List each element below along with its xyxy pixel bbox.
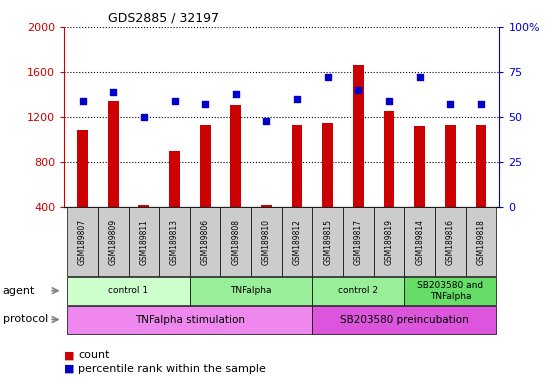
Bar [138, 205, 149, 253]
Text: GSM189807: GSM189807 [78, 219, 87, 265]
FancyBboxPatch shape [312, 277, 405, 305]
Bar [261, 205, 272, 253]
Text: GSM189816: GSM189816 [446, 219, 455, 265]
Text: TNFalpha: TNFalpha [230, 286, 272, 295]
Text: ■: ■ [64, 364, 75, 374]
Text: percentile rank within the sample: percentile rank within the sample [78, 364, 266, 374]
Text: SB203580 preincubation: SB203580 preincubation [340, 314, 469, 325]
Point [384, 98, 393, 104]
Bar [323, 123, 333, 253]
Text: GSM189819: GSM189819 [384, 219, 393, 265]
Bar [445, 125, 456, 253]
Bar [230, 105, 241, 253]
Text: GDS2885 / 32197: GDS2885 / 32197 [108, 11, 219, 24]
Text: control 2: control 2 [338, 286, 378, 295]
Text: TNFalpha stimulation: TNFalpha stimulation [135, 314, 245, 325]
FancyBboxPatch shape [128, 207, 159, 276]
Bar [475, 125, 487, 253]
Point [232, 91, 240, 97]
Text: count: count [78, 350, 109, 360]
FancyBboxPatch shape [282, 207, 312, 276]
Text: GSM189811: GSM189811 [140, 219, 148, 265]
FancyBboxPatch shape [220, 207, 251, 276]
Point [262, 118, 271, 124]
Point [109, 89, 118, 95]
FancyBboxPatch shape [312, 306, 497, 333]
Bar [353, 65, 364, 253]
Text: protocol: protocol [3, 314, 48, 324]
Text: control 1: control 1 [108, 286, 148, 295]
Bar [108, 101, 118, 253]
Bar [200, 125, 210, 253]
Text: GSM189812: GSM189812 [292, 219, 302, 265]
Text: GSM189810: GSM189810 [262, 219, 271, 265]
Text: GSM189808: GSM189808 [232, 219, 240, 265]
FancyBboxPatch shape [251, 207, 282, 276]
Bar [415, 126, 425, 253]
FancyBboxPatch shape [67, 207, 98, 276]
FancyBboxPatch shape [374, 207, 405, 276]
Point [78, 98, 87, 104]
Text: GSM189818: GSM189818 [477, 219, 485, 265]
FancyBboxPatch shape [343, 207, 374, 276]
Point [446, 101, 455, 108]
Point [354, 87, 363, 93]
Text: GSM189817: GSM189817 [354, 219, 363, 265]
FancyBboxPatch shape [435, 207, 466, 276]
Point [323, 74, 332, 81]
FancyBboxPatch shape [405, 277, 497, 305]
FancyBboxPatch shape [98, 207, 128, 276]
Point [477, 101, 485, 108]
Text: ■: ■ [64, 350, 75, 360]
FancyBboxPatch shape [466, 207, 497, 276]
FancyBboxPatch shape [405, 207, 435, 276]
Text: GSM189814: GSM189814 [415, 219, 424, 265]
Text: agent: agent [3, 286, 35, 296]
Point [415, 74, 424, 81]
Text: GSM189813: GSM189813 [170, 219, 179, 265]
Text: SB203580 and
TNFalpha: SB203580 and TNFalpha [417, 281, 483, 301]
Text: GSM189815: GSM189815 [323, 219, 332, 265]
Bar [384, 111, 395, 253]
Text: GSM189806: GSM189806 [201, 219, 210, 265]
Point [201, 101, 210, 108]
FancyBboxPatch shape [190, 277, 312, 305]
Bar [169, 151, 180, 253]
Point [292, 96, 301, 102]
Text: GSM189809: GSM189809 [109, 219, 118, 265]
FancyBboxPatch shape [159, 207, 190, 276]
Bar [77, 129, 88, 253]
FancyBboxPatch shape [312, 207, 343, 276]
FancyBboxPatch shape [67, 306, 312, 333]
Bar [292, 125, 302, 253]
FancyBboxPatch shape [190, 207, 220, 276]
Point [140, 114, 148, 120]
FancyBboxPatch shape [67, 277, 190, 305]
Point [170, 98, 179, 104]
